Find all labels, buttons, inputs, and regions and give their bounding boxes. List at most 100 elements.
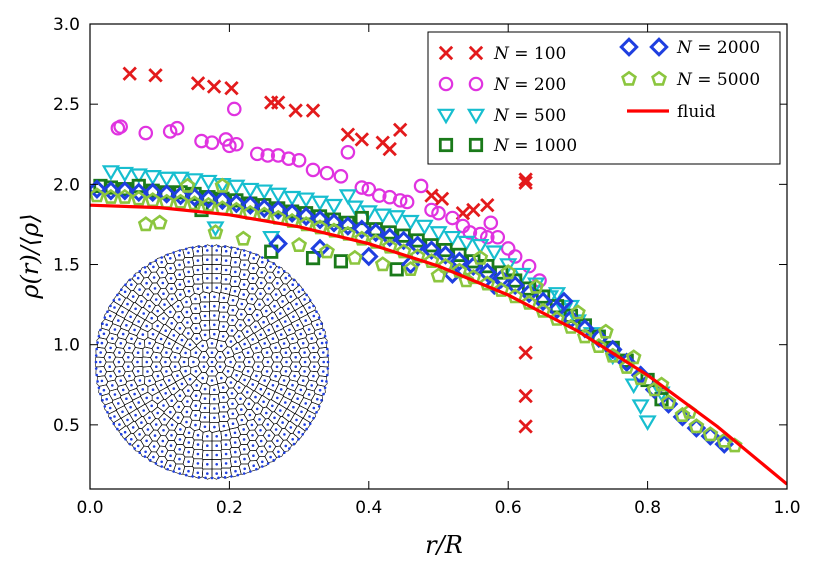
inset-dot — [103, 316, 107, 319]
inset-dot — [252, 257, 255, 260]
inset-dot — [119, 342, 123, 345]
inset-dot — [222, 296, 226, 300]
inset-dot — [180, 338, 184, 342]
inset-dot — [221, 335, 225, 338]
inset-dot — [277, 266, 281, 269]
inset-dot — [250, 297, 254, 301]
inset-dot — [203, 416, 207, 419]
data-point — [288, 103, 303, 118]
data-point — [518, 419, 533, 434]
inset-dot — [320, 379, 324, 383]
inset-dot — [312, 374, 315, 378]
inset-dot — [282, 379, 286, 382]
data-point — [206, 79, 222, 94]
data-point — [340, 144, 356, 160]
inset-dot — [162, 292, 165, 296]
inset-dot — [265, 351, 269, 354]
data-point — [170, 185, 191, 206]
data-point — [402, 260, 419, 277]
inset-dot — [210, 351, 214, 355]
inset-dot — [295, 302, 298, 306]
inset-dot — [261, 260, 264, 264]
inset-dot — [128, 374, 131, 378]
data-point — [471, 238, 490, 255]
inset-dot — [222, 396, 225, 399]
inset-dot — [152, 276, 156, 279]
inset-dot — [276, 439, 279, 443]
inset-dot — [213, 323, 216, 327]
inset-dot — [274, 428, 278, 431]
data-point — [184, 187, 205, 207]
inset-dot — [294, 356, 298, 359]
inset-dot — [184, 369, 187, 373]
inset-dot — [210, 370, 214, 373]
inset-dot — [297, 438, 300, 441]
x-tick-label: 0.2 — [216, 498, 243, 518]
data-point — [171, 171, 190, 188]
inset-dot — [226, 351, 230, 355]
data-point — [157, 171, 176, 188]
inset-dot — [169, 444, 173, 447]
data-point — [674, 406, 691, 423]
fluid-line — [90, 203, 787, 486]
inset-dot — [272, 458, 276, 462]
inset-dot — [138, 342, 142, 345]
inset-dot — [305, 427, 308, 431]
inset-dot — [187, 450, 190, 454]
inset-dot — [308, 299, 312, 302]
inset-dot — [96, 380, 99, 383]
inset-dot — [148, 379, 151, 383]
data-point — [604, 347, 621, 363]
inset-dot — [318, 332, 322, 336]
inset-dot — [279, 388, 283, 391]
inset-dot — [159, 337, 163, 341]
inset-dot — [126, 302, 129, 306]
data-point — [151, 214, 168, 230]
inset-dot — [109, 416, 112, 420]
data-point — [254, 198, 275, 219]
inset-dot — [288, 447, 291, 450]
inset-dot — [292, 442, 296, 446]
inset-dot — [255, 374, 258, 378]
inset-dot — [169, 454, 172, 458]
inset-dot — [121, 410, 124, 414]
inset-dot — [243, 467, 246, 471]
inset-dot — [224, 268, 228, 272]
inset-dot — [223, 245, 227, 248]
inset-dot — [231, 299, 235, 302]
data-point — [374, 256, 391, 272]
data-point — [521, 294, 538, 310]
inset-dot — [250, 423, 254, 427]
inset-dot — [166, 253, 169, 257]
inset-dot — [194, 297, 197, 301]
inset-dot — [163, 418, 166, 421]
data-point — [283, 190, 302, 207]
inset-dot — [176, 305, 180, 308]
inset-dot — [291, 383, 294, 387]
inset-dot — [287, 307, 290, 311]
inset-dot — [191, 475, 194, 478]
axis-ticks: 0.0 0.2 0.4 0.6 0.8 1.0 0.5 1.0 1.5 2.0 2.5 3.0 — [53, 15, 801, 518]
inset-dot — [215, 267, 218, 271]
inset-dot — [159, 383, 163, 387]
inset-dot — [261, 256, 264, 259]
inset-dot — [113, 306, 116, 309]
inset-dot — [187, 469, 190, 473]
inset-dot — [236, 473, 240, 477]
inset-dot — [203, 295, 207, 299]
inset-dot — [233, 441, 237, 444]
inset-dot — [153, 287, 157, 290]
inset-dot — [229, 360, 232, 364]
data-point — [379, 227, 400, 248]
inset-dot — [322, 392, 325, 396]
inset-dot — [196, 471, 200, 475]
inset-dot — [231, 422, 235, 426]
inset-dot — [243, 263, 246, 267]
inset-dot — [242, 438, 246, 441]
data-point — [407, 235, 428, 256]
inset-dot — [263, 379, 267, 382]
data-point — [479, 275, 496, 291]
data-point — [186, 195, 203, 211]
legend-marker — [468, 76, 484, 92]
inset-dot — [289, 295, 293, 298]
